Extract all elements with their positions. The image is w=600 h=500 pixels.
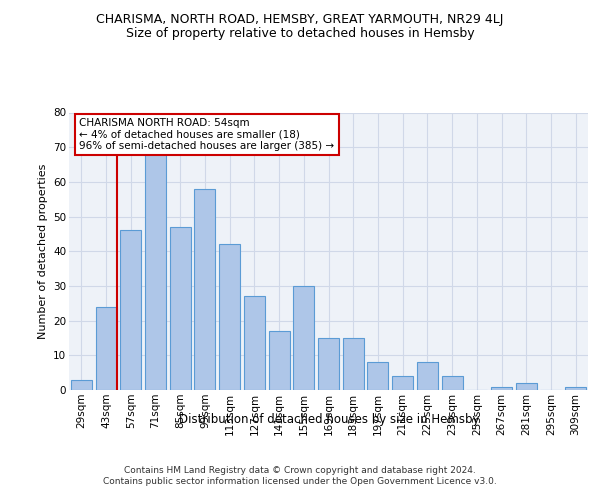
Bar <box>293 286 314 390</box>
Bar <box>343 338 364 390</box>
Bar <box>565 386 586 390</box>
Bar <box>417 362 438 390</box>
Bar <box>442 376 463 390</box>
Bar <box>392 376 413 390</box>
Bar <box>71 380 92 390</box>
Bar <box>516 383 537 390</box>
Bar <box>269 331 290 390</box>
Y-axis label: Number of detached properties: Number of detached properties <box>38 164 47 339</box>
Text: Contains HM Land Registry data © Crown copyright and database right 2024.: Contains HM Land Registry data © Crown c… <box>124 466 476 475</box>
Bar <box>120 230 141 390</box>
Bar <box>170 227 191 390</box>
Bar <box>194 189 215 390</box>
Text: Contains public sector information licensed under the Open Government Licence v3: Contains public sector information licen… <box>103 478 497 486</box>
Text: Size of property relative to detached houses in Hemsby: Size of property relative to detached ho… <box>125 28 475 40</box>
Bar <box>145 154 166 390</box>
Bar <box>95 306 116 390</box>
Bar <box>491 386 512 390</box>
Bar <box>367 362 388 390</box>
Bar <box>318 338 339 390</box>
Bar <box>219 244 240 390</box>
Text: CHARISMA NORTH ROAD: 54sqm
← 4% of detached houses are smaller (18)
96% of semi-: CHARISMA NORTH ROAD: 54sqm ← 4% of detac… <box>79 118 335 151</box>
Text: Distribution of detached houses by size in Hemsby: Distribution of detached houses by size … <box>179 412 479 426</box>
Bar <box>244 296 265 390</box>
Text: CHARISMA, NORTH ROAD, HEMSBY, GREAT YARMOUTH, NR29 4LJ: CHARISMA, NORTH ROAD, HEMSBY, GREAT YARM… <box>97 12 503 26</box>
